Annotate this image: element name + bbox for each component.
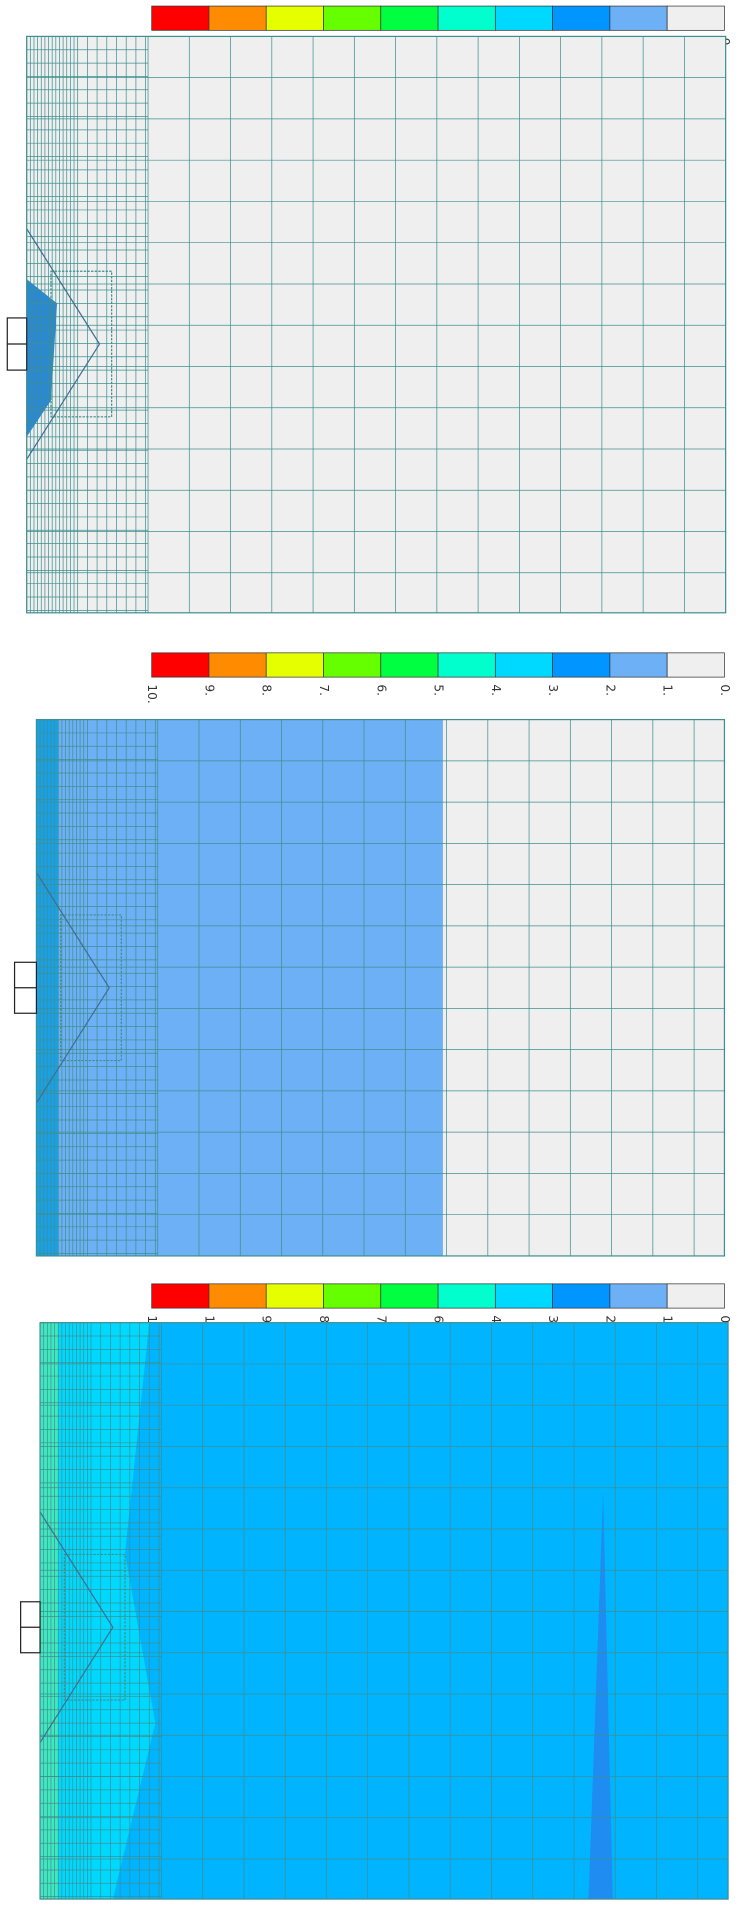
colorbar-band <box>265 652 324 678</box>
colorbar-label: 6. <box>374 684 388 696</box>
refined-zone <box>60 914 122 1062</box>
colorbar-band <box>151 652 210 678</box>
panel: 1.0.90.80.70.60.50.40.30.20.10. <box>6 5 732 614</box>
colorbar-band <box>494 5 553 31</box>
colorbar-label: 8. <box>260 684 274 696</box>
contour-region <box>588 1492 613 1900</box>
refined-zone <box>63 1553 126 1701</box>
colorbar-band <box>208 652 267 678</box>
panel: 10. 9. 8. 7. 6. 5. 4. 3. 2. 1. 0. <box>13 652 732 1257</box>
colorbar-band <box>151 1283 210 1309</box>
mesh-background <box>40 1322 729 1900</box>
colorbar-band <box>323 1283 382 1309</box>
colorbar-label: 4. <box>489 684 503 696</box>
colorbar-band <box>380 1283 439 1309</box>
panel: 1200.1080.960.840.720.600.480.360.240.12… <box>20 1283 732 1900</box>
colorbar-band <box>609 652 668 678</box>
colorbar-label: 5. <box>432 684 446 696</box>
colorbar-band <box>380 5 439 31</box>
colorbar-label: 0. <box>718 1315 732 1327</box>
colorbar-band <box>609 1283 668 1309</box>
colorbar-band <box>437 652 496 678</box>
colorbar-band <box>609 5 668 31</box>
colorbar-band <box>265 1283 324 1309</box>
colorbar-band <box>552 652 611 678</box>
colorbar-band <box>208 1283 267 1309</box>
colorbar-band <box>666 5 725 31</box>
colorbar-band <box>380 652 439 678</box>
colorbar-band <box>552 5 611 31</box>
mesh-background <box>26 36 726 613</box>
colorbar-band <box>666 1283 725 1309</box>
colorbar-label: 0. <box>718 684 732 696</box>
colorbar-band <box>666 652 725 678</box>
contour-region <box>36 719 443 1256</box>
colorbar-band <box>323 652 382 678</box>
colorbar-band <box>265 5 324 31</box>
colorbar-band <box>323 5 382 31</box>
colorbar-label: 9. <box>202 684 216 696</box>
colorbar-label: 3. <box>546 684 560 696</box>
colorbar-label: 10. <box>145 684 159 703</box>
colorbar-band <box>494 652 553 678</box>
colorbar-band <box>151 5 210 31</box>
colorbar-band <box>494 1283 553 1309</box>
colorbar-band <box>208 5 267 31</box>
slip-surface <box>39 1511 114 1743</box>
refined-zone <box>50 270 113 418</box>
colorbar-label: 7. <box>317 684 331 696</box>
colorbar-band <box>437 1283 496 1309</box>
slip-surface <box>26 228 101 460</box>
colorbar-band <box>437 5 496 31</box>
colorbar-label: 1. <box>661 684 675 696</box>
colorbar-label: 2. <box>603 684 617 696</box>
contour-region <box>40 1322 59 1900</box>
slip-surface <box>35 872 110 1104</box>
colorbar-band <box>552 1283 611 1309</box>
